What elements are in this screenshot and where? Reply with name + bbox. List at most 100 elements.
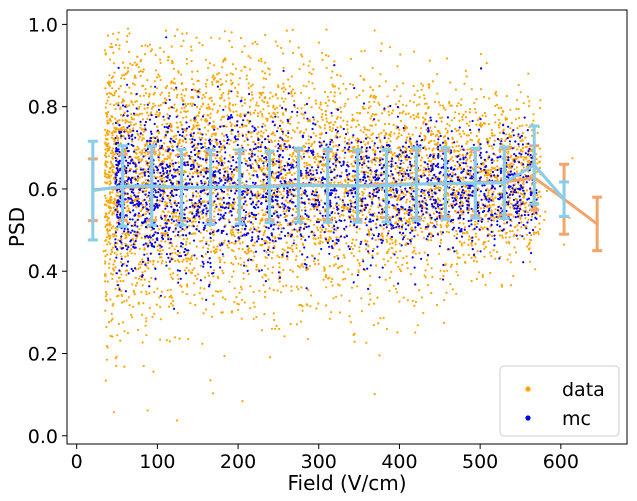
data-point: [234, 103, 237, 106]
data-point: [127, 234, 131, 237]
data-point: [456, 274, 460, 277]
data-point: [184, 178, 187, 181]
data-point: [224, 105, 227, 108]
data-point: [317, 155, 320, 158]
data-point: [294, 258, 297, 261]
data-point: [295, 211, 298, 214]
data-point: [140, 158, 143, 162]
data-point: [268, 68, 271, 71]
data-point: [457, 129, 460, 132]
data-point: [423, 216, 426, 219]
data-point: [185, 243, 188, 246]
data-point: [281, 205, 284, 208]
data-point: [493, 166, 496, 170]
data-point: [143, 103, 146, 107]
data-point: [413, 117, 416, 120]
data-point: [412, 84, 415, 88]
data-point: [396, 331, 399, 334]
data-point: [142, 94, 145, 97]
data-point: [422, 116, 425, 119]
data-point: [349, 179, 352, 182]
data-point: [178, 337, 181, 340]
data-point: [235, 296, 238, 299]
data-point: [419, 226, 422, 230]
data-point: [508, 133, 511, 136]
data-point: [192, 83, 195, 86]
data-point: [217, 80, 220, 83]
data-point: [412, 187, 415, 190]
data-point: [302, 63, 305, 66]
data-point: [466, 148, 469, 151]
data-point: [428, 147, 431, 150]
data-point: [221, 311, 224, 314]
data-point: [362, 131, 365, 134]
data-point: [519, 140, 522, 143]
data-point: [538, 107, 542, 110]
data-point: [423, 166, 426, 169]
data-point: [333, 243, 336, 246]
data-point: [237, 247, 241, 250]
data-point: [502, 128, 505, 131]
data-point: [240, 144, 243, 147]
data-point: [246, 220, 249, 223]
data-point: [270, 141, 274, 144]
data-point: [394, 243, 397, 246]
data-point: [319, 226, 322, 229]
data-point: [301, 309, 304, 312]
data-point: [478, 194, 481, 197]
data-point: [539, 99, 542, 102]
data-point: [442, 136, 445, 139]
data-point: [278, 104, 282, 107]
data-point: [530, 233, 533, 237]
data-point: [482, 241, 485, 244]
data-point: [172, 135, 175, 138]
data-point: [455, 292, 458, 295]
data-point: [379, 317, 382, 320]
data-point: [173, 82, 176, 85]
data-point: [288, 171, 291, 174]
data-point: [277, 139, 280, 143]
data-point: [142, 302, 145, 305]
data-point: [186, 285, 189, 288]
data-point: [491, 235, 494, 238]
data-point: [146, 106, 149, 109]
data-point: [510, 122, 513, 125]
data-point: [530, 215, 534, 218]
data-point: [125, 120, 129, 123]
data-point: [373, 100, 376, 103]
data-point: [250, 91, 253, 94]
data-point: [270, 115, 273, 118]
data-point: [112, 225, 115, 228]
data-point: [232, 141, 235, 144]
data-point: [168, 157, 171, 160]
data-point: [261, 70, 264, 73]
data-point: [257, 126, 260, 129]
data-point: [119, 261, 123, 264]
data-point: [336, 73, 339, 77]
data-point: [113, 243, 116, 246]
data-point: [163, 296, 166, 299]
data-point: [483, 163, 486, 166]
data-point: [234, 86, 237, 89]
data-point: [517, 83, 520, 87]
data-point: [496, 159, 499, 162]
data-point: [401, 227, 404, 230]
data-point: [414, 331, 417, 334]
data-point: [112, 302, 115, 305]
data-point: [108, 266, 111, 269]
data-point: [155, 87, 159, 90]
data-point: [438, 150, 441, 153]
data-point: [451, 171, 454, 174]
data-point: [409, 273, 412, 276]
data-point: [462, 222, 465, 225]
data-point: [504, 139, 507, 143]
data-point: [115, 89, 118, 93]
data-point: [161, 249, 164, 252]
data-point: [539, 155, 542, 158]
data-point: [229, 72, 232, 75]
data-point: [421, 230, 424, 233]
data-point: [190, 233, 193, 236]
data-point: [182, 238, 185, 241]
data-point: [317, 180, 320, 183]
data-point: [377, 175, 380, 178]
